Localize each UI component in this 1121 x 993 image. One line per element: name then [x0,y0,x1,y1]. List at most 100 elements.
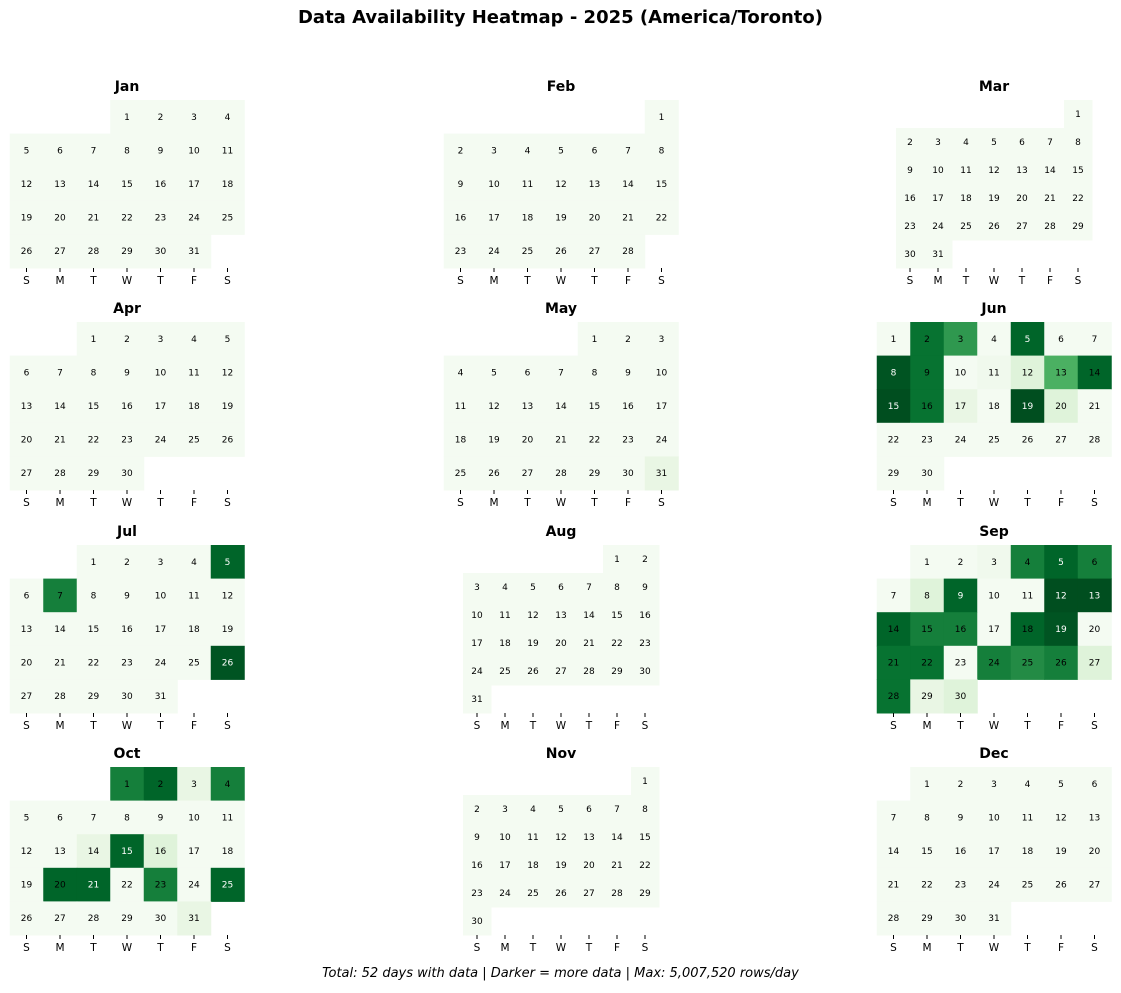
day-cell-may-29 [577,456,612,491]
day-cell-apr-13 [9,389,44,424]
day-label-oct-10: 10 [188,813,200,823]
day-cell-aug-8 [603,573,632,602]
day-label-dec-2: 2 [958,780,964,790]
day-cell-nov-10 [491,823,520,852]
day-label-jul-21: 21 [54,659,65,669]
day-cell-nov-15 [631,823,660,852]
weekday-label-jul-2: T [89,720,97,732]
day-label-oct-31: 31 [188,914,199,924]
day-label-apr-21: 21 [54,436,65,446]
day-label-may-6: 6 [525,368,531,378]
day-label-aug-10: 10 [471,611,483,621]
day-cell-nov-16 [463,851,492,880]
day-cell-jul-11 [177,578,212,613]
day-cell-dec-12 [1044,800,1079,835]
day-label-apr-17: 17 [155,402,166,412]
day-cell-nov-14 [603,823,632,852]
day-label-jan-13: 13 [54,180,65,190]
day-cell-jul-13 [9,612,44,647]
day-label-nov-18: 18 [527,861,539,871]
day-label-may-29: 29 [589,469,601,479]
weekday-label-may-3: W [556,497,567,509]
day-label-may-13: 13 [522,402,533,412]
day-label-aug-31: 31 [471,695,482,705]
day-cell-mar-31 [924,240,953,269]
day-label-apr-8: 8 [91,368,97,378]
weekday-label-aug-6: S [642,720,649,732]
day-label-oct-4: 4 [225,780,231,790]
weekday-label-mar-1: M [933,275,942,287]
weekday-label-sep-0: S [890,720,897,732]
day-cell-sep-7 [876,578,911,613]
day-cell-apr-21 [43,422,78,457]
day-label-sep-5: 5 [1058,558,1064,568]
day-cell-sep-27 [1077,645,1112,680]
day-cell-aug-12 [519,601,548,630]
day-cell-aug-13 [547,601,576,630]
day-cell-aug-11 [491,601,520,630]
day-cell-apr-3 [143,322,178,357]
day-label-sep-14: 14 [888,625,900,635]
day-label-mar-9: 9 [907,166,913,176]
day-label-jun-5: 5 [1025,335,1031,345]
day-label-sep-11: 11 [1022,591,1033,601]
day-label-aug-21: 21 [583,639,594,649]
day-label-jun-10: 10 [955,368,967,378]
day-label-sep-1: 1 [924,558,930,568]
day-cell-aug-2 [631,545,660,574]
day-label-aug-24: 24 [471,667,483,677]
day-label-nov-3: 3 [502,805,508,815]
day-label-jul-11: 11 [188,591,199,601]
day-label-nov-11: 11 [527,833,538,843]
day-cell-jun-9 [910,355,945,390]
day-cell-jan-9 [143,133,178,168]
day-label-aug-14: 14 [583,611,595,621]
day-label-apr-14: 14 [54,402,66,412]
day-cell-jun-8 [876,355,911,390]
day-cell-apr-9 [110,355,145,390]
day-label-apr-7: 7 [57,368,63,378]
day-label-mar-2: 2 [907,138,913,148]
day-label-apr-28: 28 [54,469,66,479]
day-cell-jan-25 [210,200,245,235]
day-label-oct-8: 8 [124,813,130,823]
day-label-feb-1: 1 [659,113,665,123]
day-label-dec-29: 29 [921,914,933,924]
day-label-feb-7: 7 [625,146,631,156]
day-cell-sep-4 [1010,545,1045,580]
day-label-jan-29: 29 [121,247,133,257]
day-cell-feb-9 [443,167,478,202]
day-label-jul-19: 19 [222,625,234,635]
day-label-jun-15: 15 [888,402,899,412]
day-cell-mar-28 [1036,212,1065,241]
day-label-nov-22: 22 [639,861,650,871]
day-label-jun-16: 16 [921,402,933,412]
day-cell-mar-5 [980,128,1009,157]
month-title-jun: Jun [980,301,1006,317]
day-label-jan-11: 11 [222,146,233,156]
day-label-nov-7: 7 [614,805,620,815]
day-label-apr-11: 11 [188,368,199,378]
day-label-dec-21: 21 [888,881,899,891]
day-cell-oct-20 [43,867,78,902]
weekday-label-sep-3: W [989,720,1000,732]
day-cell-sep-1 [910,545,945,580]
day-cell-jun-25 [977,422,1012,457]
day-cell-feb-26 [544,234,579,269]
day-label-aug-23: 23 [639,639,650,649]
day-cell-mar-7 [1036,128,1065,157]
day-cell-jul-10 [143,578,178,613]
day-label-oct-2: 2 [158,780,164,790]
day-label-aug-27: 27 [555,667,566,677]
day-label-oct-9: 9 [158,813,164,823]
weekday-label-dec-4: T [1023,942,1031,954]
day-cell-feb-4 [510,133,545,168]
weekday-label-may-2: T [523,497,531,509]
weekday-label-jun-5: F [1058,497,1064,509]
day-cell-nov-9 [463,823,492,852]
day-cell-mar-22 [1064,184,1093,213]
day-cell-jul-2 [110,545,145,580]
day-cell-feb-22 [644,200,679,235]
day-cell-aug-5 [519,573,548,602]
day-label-oct-3: 3 [191,780,197,790]
